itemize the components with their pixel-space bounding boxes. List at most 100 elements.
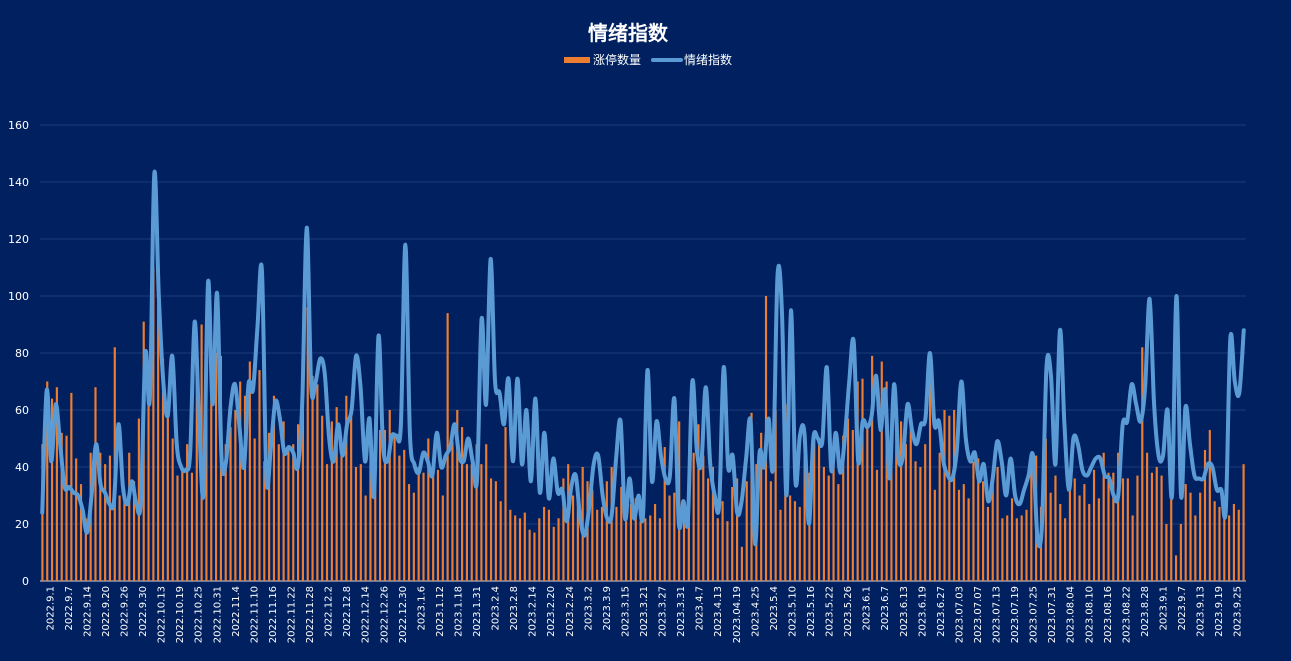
bar xyxy=(494,481,497,581)
bar xyxy=(982,481,985,581)
bar xyxy=(528,529,531,581)
bar xyxy=(682,501,686,581)
bar xyxy=(634,498,637,581)
bar xyxy=(1054,475,1057,581)
bar xyxy=(972,461,975,581)
legend: 涨停数量 情绪指数 xyxy=(564,52,732,67)
bar xyxy=(996,467,999,581)
x-tick-label: 2023.1.12 xyxy=(435,586,446,637)
bar xyxy=(832,441,835,581)
x-tick-label: 2023.3.2 xyxy=(583,586,594,631)
bar xyxy=(919,467,922,581)
x-tick-label: 2023.08.16 xyxy=(1103,586,1114,643)
bar xyxy=(904,444,907,581)
bar xyxy=(176,475,179,581)
bar xyxy=(374,467,377,581)
bar xyxy=(292,444,295,581)
bar xyxy=(668,495,671,581)
bar xyxy=(740,546,743,581)
x-tick-label: 2023.1.6 xyxy=(416,586,427,631)
bar xyxy=(943,410,946,581)
bar xyxy=(214,353,218,581)
bar xyxy=(306,307,309,581)
bar xyxy=(538,518,541,581)
bar xyxy=(1078,495,1081,581)
bar xyxy=(924,444,927,581)
bar xyxy=(1213,501,1216,581)
bar xyxy=(687,518,690,581)
bar xyxy=(880,361,883,581)
bar xyxy=(1174,555,1178,581)
legend-swatch-bar xyxy=(564,57,590,63)
bar xyxy=(928,355,932,581)
bar xyxy=(1237,509,1240,581)
bar xyxy=(1170,481,1173,581)
bar xyxy=(287,447,290,581)
bar xyxy=(340,441,343,581)
bar xyxy=(986,506,989,581)
bar xyxy=(1107,472,1110,581)
bar xyxy=(79,484,83,581)
bar xyxy=(707,478,710,581)
chart-title: 情绪指数 xyxy=(588,21,669,45)
y-tick-label: 20 xyxy=(15,518,29,531)
x-tick-label: 2023.1.18 xyxy=(453,586,464,637)
bar xyxy=(789,495,792,581)
bar xyxy=(330,421,333,581)
bar xyxy=(1208,429,1211,581)
x-tick-label: 2023.9.25 xyxy=(1233,586,1244,637)
x-tick-label: 2023.6.13 xyxy=(899,586,910,637)
bar xyxy=(1228,515,1231,581)
y-tick-label: 0 xyxy=(22,575,29,588)
bar xyxy=(1199,492,1202,581)
x-tick-label: 2023.8.28 xyxy=(1140,586,1151,637)
bar xyxy=(1092,469,1096,581)
bar xyxy=(1102,452,1105,581)
bar xyxy=(412,492,415,581)
bar xyxy=(866,427,869,581)
bar xyxy=(234,410,237,581)
bar xyxy=(75,458,78,581)
bar xyxy=(1218,506,1221,581)
x-tick-label: 2023.07.19 xyxy=(1010,586,1021,643)
bar xyxy=(557,518,560,581)
bar xyxy=(60,432,63,581)
x-tick-label: 2023.3.31 xyxy=(676,586,687,637)
bar xyxy=(1117,452,1120,581)
x-tick-label: 2022.9.26 xyxy=(119,586,130,637)
x-tick-label: 2022.12.14 xyxy=(361,586,372,643)
bar xyxy=(345,395,348,581)
x-tick-label: 2022.12.26 xyxy=(379,586,390,643)
bar xyxy=(489,478,493,581)
bar xyxy=(1049,492,1052,581)
bar xyxy=(224,444,227,581)
bar xyxy=(1242,464,1245,581)
bar xyxy=(248,361,251,581)
x-tick-label: 2023.9.1 xyxy=(1159,586,1170,631)
bar xyxy=(123,489,126,581)
bar xyxy=(769,481,772,581)
title-group: 情绪指数 xyxy=(588,21,669,45)
x-tick-label: 2023.2.8 xyxy=(509,586,520,631)
bar xyxy=(716,518,719,581)
bar xyxy=(957,489,961,581)
bar xyxy=(504,427,507,581)
bar xyxy=(721,501,724,581)
x-tick-label: 2023.6.1 xyxy=(862,586,873,631)
x-tick-label: 2023.2.4 xyxy=(491,586,502,631)
bar xyxy=(552,526,555,581)
y-tick-label: 120 xyxy=(8,233,29,246)
bar xyxy=(398,455,401,581)
x-tick-label: 2022.9.20 xyxy=(101,586,112,637)
bar xyxy=(297,424,300,581)
bar xyxy=(948,415,951,581)
bar xyxy=(161,358,165,581)
bar xyxy=(808,472,811,581)
y-tick-label: 40 xyxy=(15,461,29,474)
x-tick-label: 2023.5.26 xyxy=(843,586,854,637)
bar xyxy=(301,398,304,581)
x-tick-label: 2023.9.13 xyxy=(1196,586,1207,637)
bar xyxy=(735,478,739,581)
x-tick-label: 2023.08.22 xyxy=(1121,586,1132,643)
